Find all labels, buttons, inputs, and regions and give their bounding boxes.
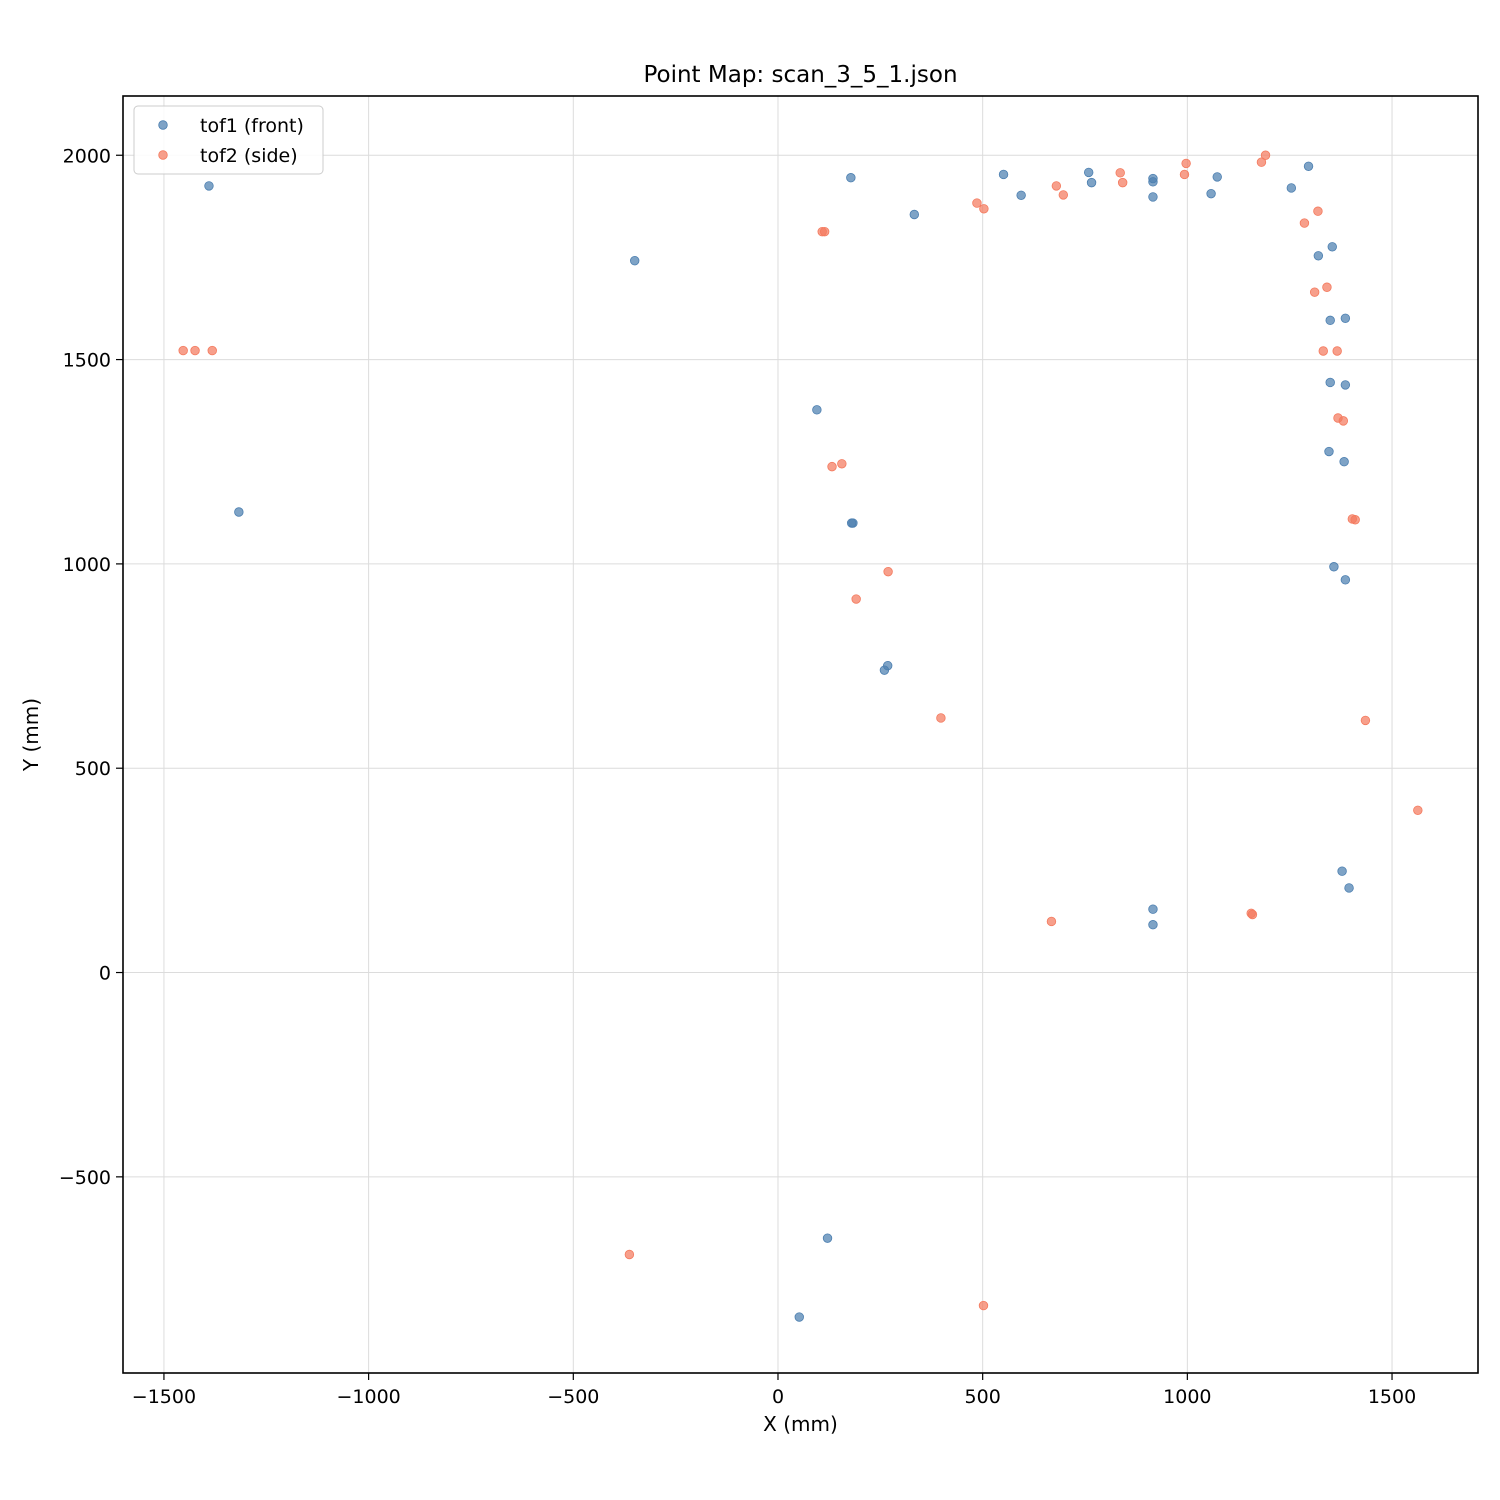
data-point [851, 594, 861, 604]
data-point [1179, 169, 1190, 180]
data-point [1212, 172, 1222, 182]
data-point [822, 1233, 833, 1243]
y-tick-label: 500 [75, 758, 111, 780]
data-point [1117, 177, 1128, 188]
y-tick-label: 2000 [63, 145, 111, 167]
data-point [1058, 190, 1069, 200]
data-point [1325, 377, 1335, 388]
x-tick-label: 500 [965, 1386, 1001, 1408]
grid-lines [123, 96, 1478, 1373]
data-point [998, 169, 1009, 180]
data-point [1337, 866, 1347, 876]
data-point [827, 461, 837, 472]
legend: tof1 (front) tof2 (side) [133, 105, 324, 175]
y-tick-label: 0 [99, 963, 111, 985]
plot-frame [122, 95, 1479, 1374]
data-point [207, 345, 217, 356]
data-point [1016, 190, 1026, 200]
data-point [1313, 206, 1323, 216]
data-point [234, 507, 244, 517]
data-point [178, 345, 188, 356]
data-point [1332, 346, 1342, 356]
data-point [1083, 167, 1094, 178]
data-point [1051, 181, 1062, 191]
data-point [1046, 916, 1057, 927]
x-tick-label: 1500 [1368, 1386, 1416, 1408]
y-tick-label: 1500 [63, 350, 111, 372]
data-point [1086, 177, 1097, 188]
data-point [1350, 515, 1360, 525]
data-point [794, 1312, 804, 1322]
data-point [1148, 192, 1158, 202]
data-point [1115, 168, 1125, 178]
legend-label: tof2 (side) [200, 145, 298, 167]
data-point [972, 198, 982, 208]
data-point [846, 173, 856, 183]
y-tick-label: 1000 [63, 554, 111, 576]
data-point [1299, 218, 1310, 228]
data-point [1181, 158, 1191, 169]
x-tick-label: −500 [547, 1386, 599, 1408]
data-point [1360, 715, 1371, 726]
data-point [1148, 920, 1158, 930]
data-point [1340, 575, 1351, 585]
y-axis-label: Y (mm) [19, 698, 43, 772]
data-point [1148, 904, 1158, 914]
data-point [1338, 416, 1349, 426]
data-point [848, 518, 858, 528]
data-point [883, 566, 893, 577]
data-point [1340, 313, 1351, 324]
data-point [1148, 177, 1158, 187]
data-point [1309, 287, 1320, 297]
data-point [630, 255, 640, 266]
data-point [1413, 805, 1423, 816]
data-point [1206, 188, 1216, 199]
series-1 [204, 161, 1354, 1322]
data-point [1344, 883, 1354, 893]
data-point [978, 1300, 989, 1311]
data-point [1327, 242, 1337, 252]
chart-title: Point Map: scan_3_5_1.json [643, 62, 957, 88]
x-tick-label: 1000 [1163, 1386, 1211, 1408]
legend-box [133, 105, 324, 175]
y-tick-label: −500 [59, 1167, 111, 1189]
data-point [624, 1249, 635, 1260]
data-point [819, 226, 830, 237]
data-point [812, 405, 822, 415]
data-point [1329, 562, 1339, 572]
data-point [1313, 251, 1324, 261]
data-point [909, 209, 920, 220]
data-point [1318, 346, 1328, 356]
legend-marker [158, 150, 168, 160]
data-point [1260, 150, 1271, 160]
axis-ticks: −1500 −1000 −500 0 500 1000 1500 −500 0 500 1000 15… [59, 145, 1416, 1408]
data-point [979, 204, 989, 214]
data-point [190, 345, 200, 356]
data-point [1324, 446, 1334, 457]
data-point [1286, 183, 1297, 193]
data-point [1303, 161, 1314, 171]
x-tick-label: −1000 [336, 1386, 400, 1408]
x-tick-label: −1500 [132, 1386, 196, 1408]
data-point [1340, 380, 1351, 390]
x-axis-label: X (mm) [763, 1412, 838, 1436]
legend-label: tof1 (front) [200, 115, 304, 137]
data-point [1325, 315, 1335, 326]
data-point [837, 459, 847, 469]
legend-marker [158, 120, 168, 130]
data-point [936, 713, 946, 723]
data-point [1256, 157, 1267, 167]
data-point [204, 181, 214, 191]
data-point [1322, 282, 1332, 292]
data-point [1339, 457, 1349, 467]
series-2 [178, 150, 1423, 1311]
data-points [178, 150, 1423, 1322]
x-tick-label: 0 [772, 1386, 784, 1408]
data-point [1247, 909, 1258, 920]
data-point [879, 665, 890, 675]
